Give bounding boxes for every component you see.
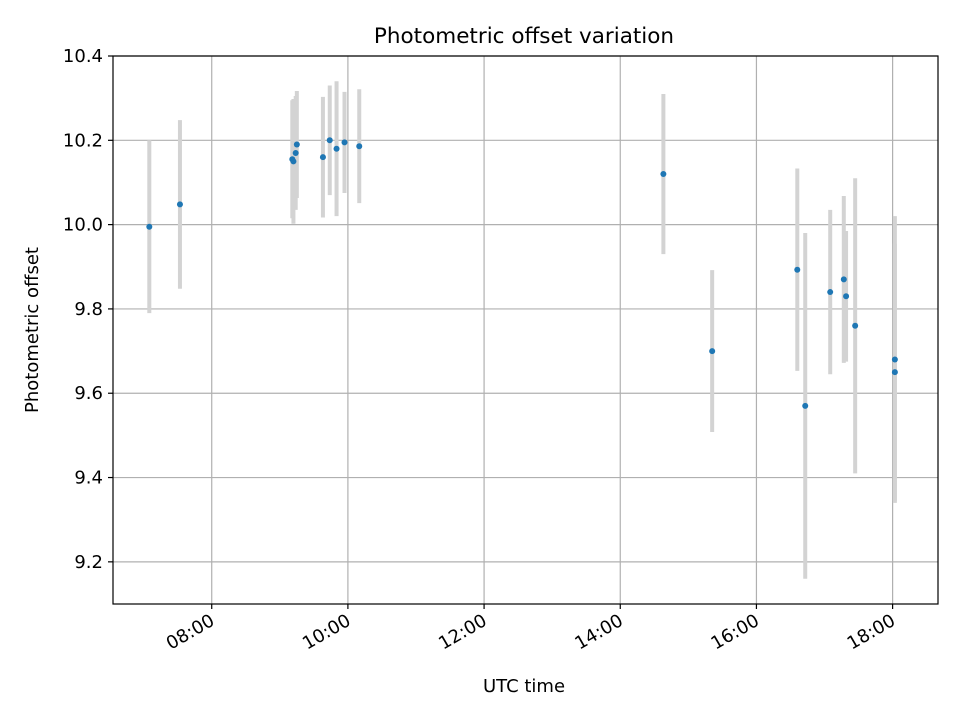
data-point [176, 201, 183, 208]
y-axis-ticks: 9.2 9.4 9.6 9.8 10.0 10.2 10.4 [63, 46, 113, 573]
data-point [827, 289, 834, 296]
data-point [319, 154, 326, 161]
data-point [709, 348, 716, 355]
data-point [660, 171, 667, 178]
data-point [292, 149, 299, 156]
plot-area [113, 56, 938, 604]
data-point [333, 145, 340, 152]
y-tick-label: 9.6 [74, 383, 103, 404]
y-axis-label: Photometric offset [22, 247, 43, 413]
data-point [293, 141, 300, 148]
y-tick-label: 9.4 [74, 468, 103, 489]
grid-lines [113, 55, 938, 604]
y-tick-label: 9.2 [74, 552, 103, 573]
y-tick-label: 10.2 [63, 130, 103, 151]
data-point [852, 322, 859, 329]
y-tick-label: 9.8 [74, 299, 103, 320]
data-point [794, 266, 801, 273]
data-point [840, 276, 847, 283]
data-point [843, 293, 850, 300]
data-point [891, 369, 898, 376]
data-point [290, 158, 297, 165]
data-point [891, 356, 898, 363]
data-points [146, 137, 898, 409]
data-point [326, 137, 333, 144]
y-tick-label: 10.4 [63, 46, 103, 67]
x-axis-label: UTC time [483, 676, 565, 697]
data-point [146, 223, 153, 230]
data-point [356, 143, 363, 150]
axes-frame [112, 55, 939, 605]
chart-title: Photometric offset variation [374, 24, 674, 49]
data-point [341, 139, 348, 146]
data-point [802, 402, 809, 409]
y-tick-label: 10.0 [63, 215, 103, 236]
